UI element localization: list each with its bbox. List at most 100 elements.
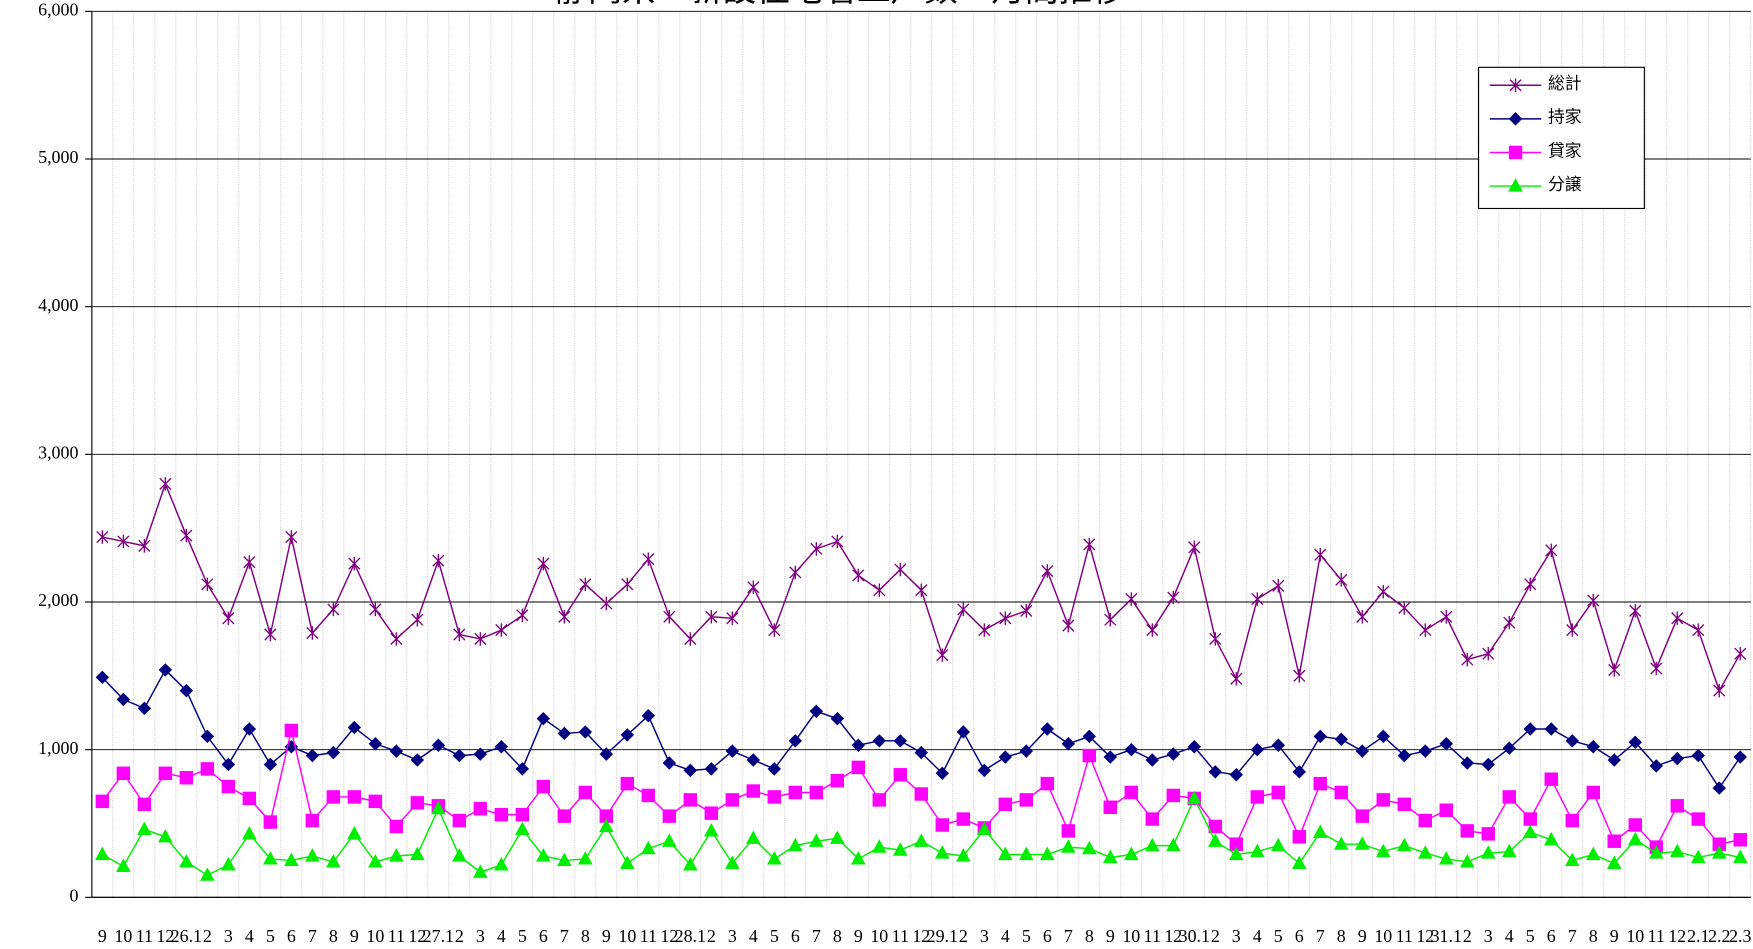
x-tick-label: 4	[497, 926, 506, 946]
point-marker	[179, 771, 194, 785]
point-marker	[1564, 852, 1580, 867]
point-marker	[789, 565, 802, 580]
y-tick-label: 2,000	[38, 590, 78, 610]
point-marker	[1545, 543, 1558, 558]
point-marker	[117, 534, 130, 549]
x-tick-label: 10	[1374, 926, 1392, 946]
point-marker	[1187, 790, 1202, 805]
point-marker	[1334, 785, 1349, 800]
point-marker	[1397, 748, 1411, 763]
x-tick-label: 2.3	[1729, 926, 1751, 946]
point-marker	[1587, 593, 1600, 608]
point-marker	[893, 842, 908, 856]
x-tick-label: 30.1	[1179, 926, 1210, 946]
point-marker	[1334, 836, 1349, 850]
x-tick-label: 5	[1526, 926, 1535, 946]
point-marker	[242, 722, 257, 736]
point-marker	[935, 818, 950, 832]
point-marker	[726, 611, 739, 625]
point-marker	[893, 734, 908, 748]
point-marker	[1670, 799, 1684, 813]
point-marker	[1459, 854, 1475, 868]
point-marker	[1250, 742, 1265, 757]
point-marker	[1629, 604, 1642, 618]
x-tick-label: 10	[1626, 926, 1644, 946]
point-marker	[1124, 785, 1139, 800]
point-marker	[704, 806, 719, 820]
point-marker	[1040, 846, 1055, 861]
point-marker	[474, 632, 487, 646]
x-tick-label: 9	[1106, 926, 1115, 946]
point-marker	[809, 785, 824, 800]
x-tick-label: 12	[1416, 926, 1434, 946]
point-marker	[1418, 744, 1432, 758]
x-tick-label: 11	[640, 926, 657, 946]
point-marker	[1417, 845, 1433, 859]
point-marker	[1438, 851, 1454, 865]
point-marker	[788, 734, 803, 748]
point-marker	[494, 807, 509, 822]
x-tick-label: 3	[476, 926, 485, 946]
point-marker	[1585, 846, 1601, 861]
point-marker	[410, 753, 425, 767]
point-marker	[1501, 843, 1517, 858]
x-tick-label: 7	[1568, 926, 1577, 946]
x-tick-label: 2	[959, 926, 968, 946]
point-marker	[116, 858, 131, 872]
point-marker	[599, 809, 614, 823]
point-marker	[1480, 845, 1496, 859]
x-tick-label: 11	[892, 926, 909, 946]
x-tick-label: 6	[1547, 926, 1556, 946]
x-tick-label: 4	[1505, 926, 1514, 946]
point-marker	[243, 555, 256, 569]
point-marker	[305, 748, 320, 763]
point-marker	[390, 632, 403, 646]
point-marker	[936, 648, 949, 662]
x-tick-label: 31.1	[1431, 926, 1462, 946]
x-tick-label: 8	[1337, 926, 1346, 946]
point-marker	[1712, 781, 1726, 795]
point-marker	[453, 627, 466, 642]
point-marker	[1292, 830, 1307, 844]
point-marker	[1692, 623, 1705, 637]
point-marker	[158, 828, 173, 843]
point-marker	[1166, 788, 1181, 803]
point-marker	[998, 846, 1013, 861]
x-tick-label: 11	[1396, 926, 1413, 946]
point-marker	[557, 809, 572, 823]
point-marker	[1607, 834, 1621, 848]
point-marker	[305, 813, 320, 828]
x-tick-label: 9	[602, 926, 611, 946]
x-tick-label: 2	[1211, 926, 1220, 946]
point-marker	[369, 602, 382, 617]
y-tick-label: 0	[69, 885, 78, 905]
point-marker	[641, 708, 656, 723]
point-marker	[180, 528, 193, 543]
point-marker	[264, 627, 277, 642]
point-marker	[999, 611, 1012, 625]
point-marker	[1440, 610, 1453, 624]
point-marker	[1208, 833, 1223, 847]
point-marker	[473, 747, 488, 761]
point-marker	[1503, 615, 1516, 630]
x-tick-label: 5	[518, 926, 527, 946]
point-marker	[1566, 623, 1579, 637]
point-marker	[1104, 613, 1117, 627]
point-marker	[1229, 768, 1244, 782]
point-marker	[410, 846, 425, 861]
point-marker	[956, 812, 971, 826]
point-marker	[579, 577, 592, 592]
x-tick-label: 12	[912, 926, 930, 946]
x-tick-label: 7	[308, 926, 317, 946]
point-marker	[263, 851, 278, 865]
point-marker	[1230, 672, 1243, 686]
point-marker	[1669, 843, 1685, 858]
point-marker	[116, 692, 131, 707]
point-marker	[158, 766, 173, 781]
point-marker	[1061, 839, 1076, 853]
point-marker	[200, 867, 215, 881]
point-marker	[788, 837, 803, 852]
point-marker	[1650, 661, 1663, 676]
point-marker	[348, 556, 361, 571]
point-marker	[1439, 803, 1453, 817]
